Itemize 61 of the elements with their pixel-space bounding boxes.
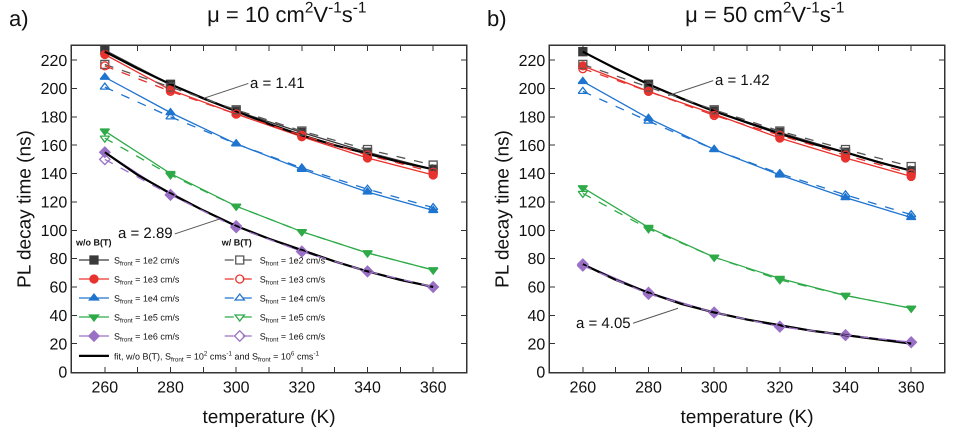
x-tick-label: 320 (766, 380, 794, 397)
y-tick-label: 200 (518, 81, 546, 98)
y-tick-label: 180 (40, 109, 68, 126)
y-tick-label: 40 (528, 308, 546, 325)
y-tick-label: 200 (40, 81, 68, 98)
y-tick-label: 160 (518, 138, 546, 155)
y-tick-label: 40 (50, 308, 68, 325)
x-tick-label: 320 (288, 380, 316, 397)
y-tick-label: 120 (40, 194, 68, 212)
legend-label: S$_{front}$ = 1e3 cm/s (260, 274, 326, 286)
x-tick-label: 260 (569, 380, 596, 397)
y-tick-label: 0 (536, 364, 546, 382)
annotation: a = 1.42 (715, 72, 770, 89)
legend-label: S$_{front}$ = 1e2 cm/s (260, 256, 326, 268)
x-tick-label: 340 (354, 380, 381, 397)
legend-label: S$_{front}$ = 1e5 cm/s (114, 312, 180, 324)
y-tick-label: 180 (518, 109, 546, 126)
y-tick-label: 80 (528, 251, 546, 268)
text: b) (487, 6, 507, 31)
y-tick-label: 100 (518, 222, 546, 240)
x-axis-title: temperature (K) (680, 407, 814, 428)
x-axis-title: temperature (K) (202, 407, 336, 428)
annotation: a = 1.41 (250, 75, 305, 92)
chart-title: μ = 50 cm$^{2}$V$^{-1}$s$^{-1}$ (685, 0, 844, 27)
x-tick-label: 300 (222, 380, 250, 397)
y-tick-label: 0 (58, 364, 68, 382)
annotation: a = 4.05 (576, 315, 631, 332)
y-tick-label: 220 (40, 52, 68, 70)
text: w/o B(T) (76, 238, 112, 248)
y-tick-label: 20 (528, 336, 546, 354)
text: a) (9, 6, 29, 31)
y-tick-label: 160 (40, 138, 68, 155)
legend-label: S$_{front}$ = 1e4 cm/s (260, 294, 326, 306)
y-axis-title: PL decay time (ns) (492, 130, 514, 288)
legend-label: S$_{front}$ = 1e5 cm/s (260, 312, 326, 324)
legend-label: S$_{front}$ = 1e6 cm/s (260, 332, 326, 344)
x-tick-label: 360 (898, 380, 925, 397)
y-tick-label: 20 (50, 336, 68, 354)
y-tick-label: 140 (40, 166, 68, 184)
y-tick-label: 60 (50, 280, 68, 297)
annotation: a = 2.89 (118, 225, 173, 242)
y-tick-label: 220 (518, 52, 546, 70)
x-tick-label: 260 (91, 380, 118, 397)
legend-label: S$_{front}$ = 1e4 cm/s (114, 294, 180, 306)
y-tick-label: 80 (50, 251, 68, 268)
text: fit, w/o B(T), S$_{front}$ = 10$^{2}$ cms$^{-1}$ and S$_{front}$ = 10$^{6}$ cms$^{-1}$ (114, 350, 320, 364)
legend-label: S$_{front}$ = 1e2 cm/s (114, 256, 180, 268)
chart-title: μ = 10 cm$^{2}$V$^{-1}$s$^{-1}$ (207, 0, 366, 27)
x-tick-label: 280 (157, 380, 184, 397)
y-axis-title: PL decay time (ns) (14, 130, 36, 288)
x-tick-label: 300 (700, 380, 728, 397)
x-tick-label: 280 (635, 380, 662, 397)
legend-label: S$_{front}$ = 1e6 cm/s (114, 332, 180, 344)
y-tick-label: 140 (518, 166, 546, 184)
text: w/ B(T) (222, 238, 252, 248)
x-tick-label: 340 (832, 380, 859, 397)
y-tick-label: 120 (518, 194, 546, 212)
x-tick-label: 360 (420, 380, 447, 397)
y-tick-label: 100 (40, 222, 68, 240)
legend-label: S$_{front}$ = 1e3 cm/s (114, 274, 180, 286)
y-tick-label: 60 (528, 280, 546, 297)
